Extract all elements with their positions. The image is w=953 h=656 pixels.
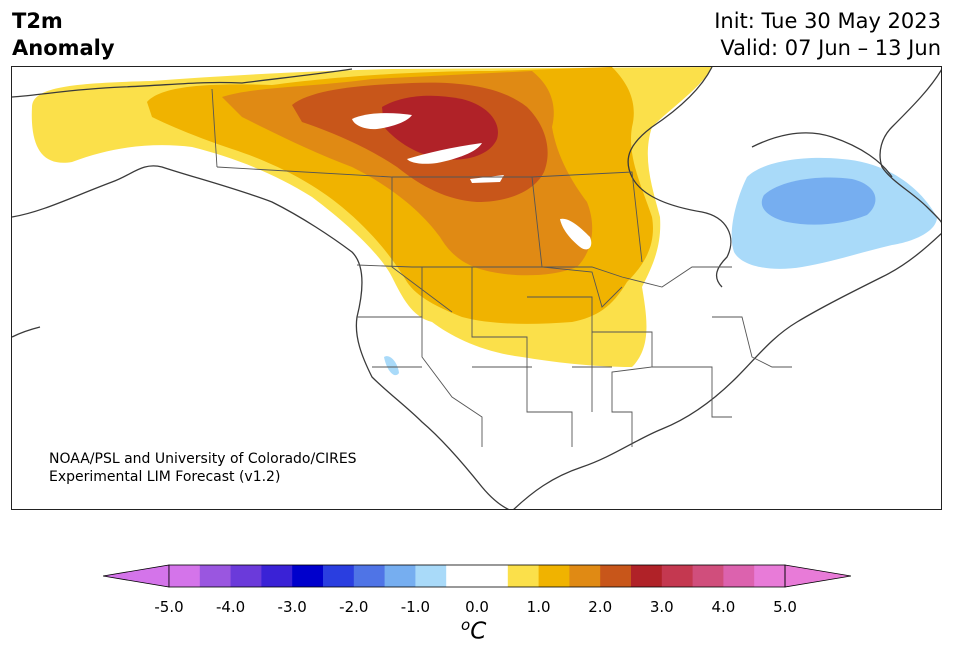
colorbar-segment — [569, 565, 601, 587]
colorbar-segment — [507, 565, 540, 587]
colorbar-segment — [261, 565, 293, 587]
colorbar-segment — [446, 565, 478, 587]
colorbar-segment — [600, 565, 632, 587]
anomaly-region-minus-0-5-west — [384, 356, 399, 376]
political-borders — [211, 88, 792, 447]
colorbar-segment — [199, 565, 232, 587]
anomaly-region-minus-1-0 — [761, 177, 876, 225]
colorbar-segment — [723, 565, 755, 587]
attribution-line-2: Experimental LIM Forecast (v1.2) — [49, 469, 281, 485]
forecast-dates: Init: Tue 30 May 2023 Valid: 07 Jun – 13… — [714, 8, 941, 62]
anomaly-map — [11, 66, 942, 510]
colorbar-segment — [754, 565, 786, 587]
attribution: NOAA/PSL and University of Colorado/CIRE… — [49, 450, 357, 486]
colorbar-tick-label: 0.0 — [465, 598, 489, 616]
coastlines — [12, 67, 941, 509]
colorbar-tick-label: -5.0 — [154, 598, 184, 616]
colorbar-segment — [353, 565, 386, 587]
colorbar-tick-label: 3.0 — [649, 598, 674, 616]
title-line-2: Anomaly — [12, 36, 115, 60]
colorbar-tick-label: 4.0 — [711, 598, 736, 616]
valid-range: Valid: 07 Jun – 13 Jun — [720, 36, 941, 60]
init-date: Init: Tue 30 May 2023 — [714, 9, 941, 33]
unit-letter: C — [470, 618, 487, 645]
colorbar-segment — [538, 565, 570, 587]
colorbar-segment — [169, 565, 201, 587]
colorbar-extend-low — [103, 564, 170, 588]
colorbar-tick-label: -2.0 — [339, 598, 369, 616]
colorbar-tick-label: -3.0 — [277, 598, 307, 616]
colorbar-segment — [631, 565, 663, 587]
colorbar — [103, 564, 851, 588]
colorbar-segment — [230, 565, 262, 587]
colorbar-unit-label: oC — [461, 616, 486, 645]
title-line-1: T2m — [12, 9, 63, 33]
colorbar-outline — [168, 564, 786, 588]
map-title: T2m Anomaly — [12, 8, 115, 62]
lake-winnipeg — [560, 218, 592, 250]
colorbar-segment — [692, 565, 724, 587]
colorbar-segment — [292, 565, 324, 587]
colorbar-segment — [415, 565, 447, 587]
colorbar-segment — [477, 565, 509, 587]
great-slave-lake — [407, 143, 482, 164]
colorbar-tick-label: 1.0 — [526, 598, 551, 616]
colorbar-tick-label: 5.0 — [773, 598, 797, 616]
anomaly-region-plus-2-5 — [382, 95, 498, 160]
colorbar-segment — [323, 565, 355, 587]
colorbar-tick-label: 2.0 — [588, 598, 613, 616]
colorbar-tick-label: -4.0 — [215, 598, 246, 616]
colorbar-tick-label: -1.0 — [400, 598, 431, 616]
colorbar-segment — [384, 565, 416, 587]
colorbar-segment — [661, 565, 694, 587]
colorbar-extend-high — [784, 564, 851, 588]
great-bear-lake — [352, 113, 412, 130]
unit-degree-superscript: o — [461, 616, 471, 634]
map-canvas — [12, 67, 941, 509]
attribution-line-1: NOAA/PSL and University of Colorado/CIRE… — [49, 451, 357, 467]
